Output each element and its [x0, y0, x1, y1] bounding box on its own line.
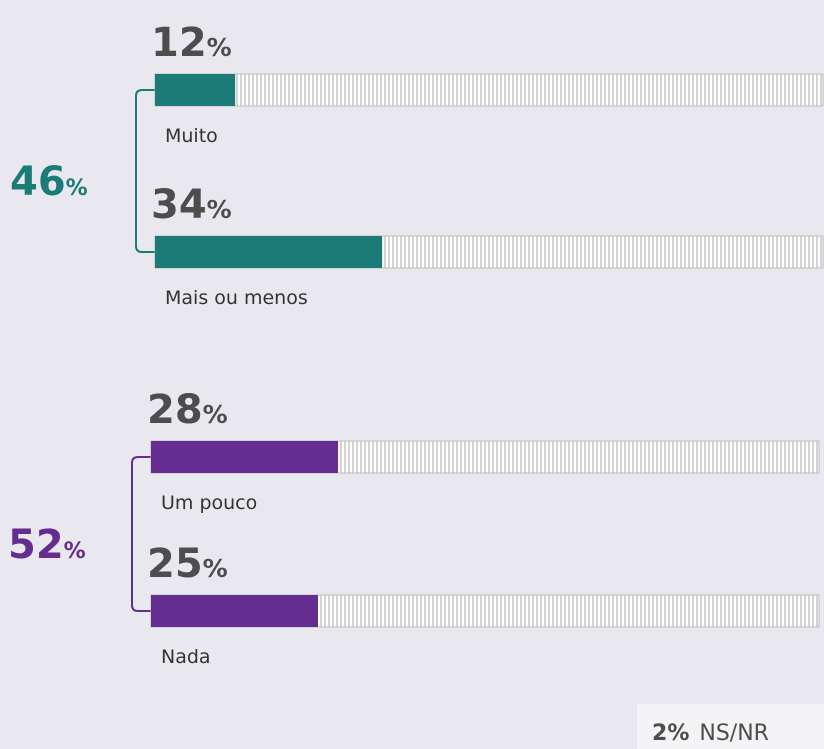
- group-total-value: 52: [8, 522, 64, 568]
- group-total: 46%: [10, 159, 88, 205]
- value-unit: %: [203, 400, 228, 429]
- group-total-unit: %: [64, 539, 86, 564]
- bar-track: [154, 73, 824, 107]
- value-number: 34: [151, 182, 207, 228]
- group-total-value: 46: [10, 159, 66, 205]
- value-label: 12%: [151, 20, 232, 66]
- bracket: [131, 456, 151, 612]
- category-label: Muito: [165, 125, 218, 147]
- category-label: Um pouco: [161, 492, 257, 514]
- other-unit: %: [667, 721, 689, 746]
- bracket: [135, 89, 155, 253]
- value-number: 12: [151, 20, 207, 66]
- value-unit: %: [203, 554, 228, 583]
- bar: [155, 236, 383, 268]
- other-value: 2: [652, 721, 667, 746]
- value-number: 25: [147, 541, 203, 587]
- category-label: Nada: [161, 646, 211, 668]
- other-name: NS/NR: [699, 721, 769, 746]
- value-label: 28%: [147, 387, 228, 433]
- group-total-unit: %: [66, 176, 88, 201]
- value-unit: %: [207, 195, 232, 224]
- value-label: 25%: [147, 541, 228, 587]
- value-unit: %: [207, 33, 232, 62]
- bar: [151, 441, 339, 473]
- value-label: 34%: [151, 182, 232, 228]
- category-label: Mais ou menos: [165, 287, 308, 309]
- group-total: 52%: [8, 522, 86, 568]
- bar: [155, 74, 236, 106]
- bar: [151, 595, 318, 627]
- value-number: 28: [147, 387, 203, 433]
- other-box: [637, 704, 824, 749]
- other-label: 2% NS/NR: [652, 721, 769, 746]
